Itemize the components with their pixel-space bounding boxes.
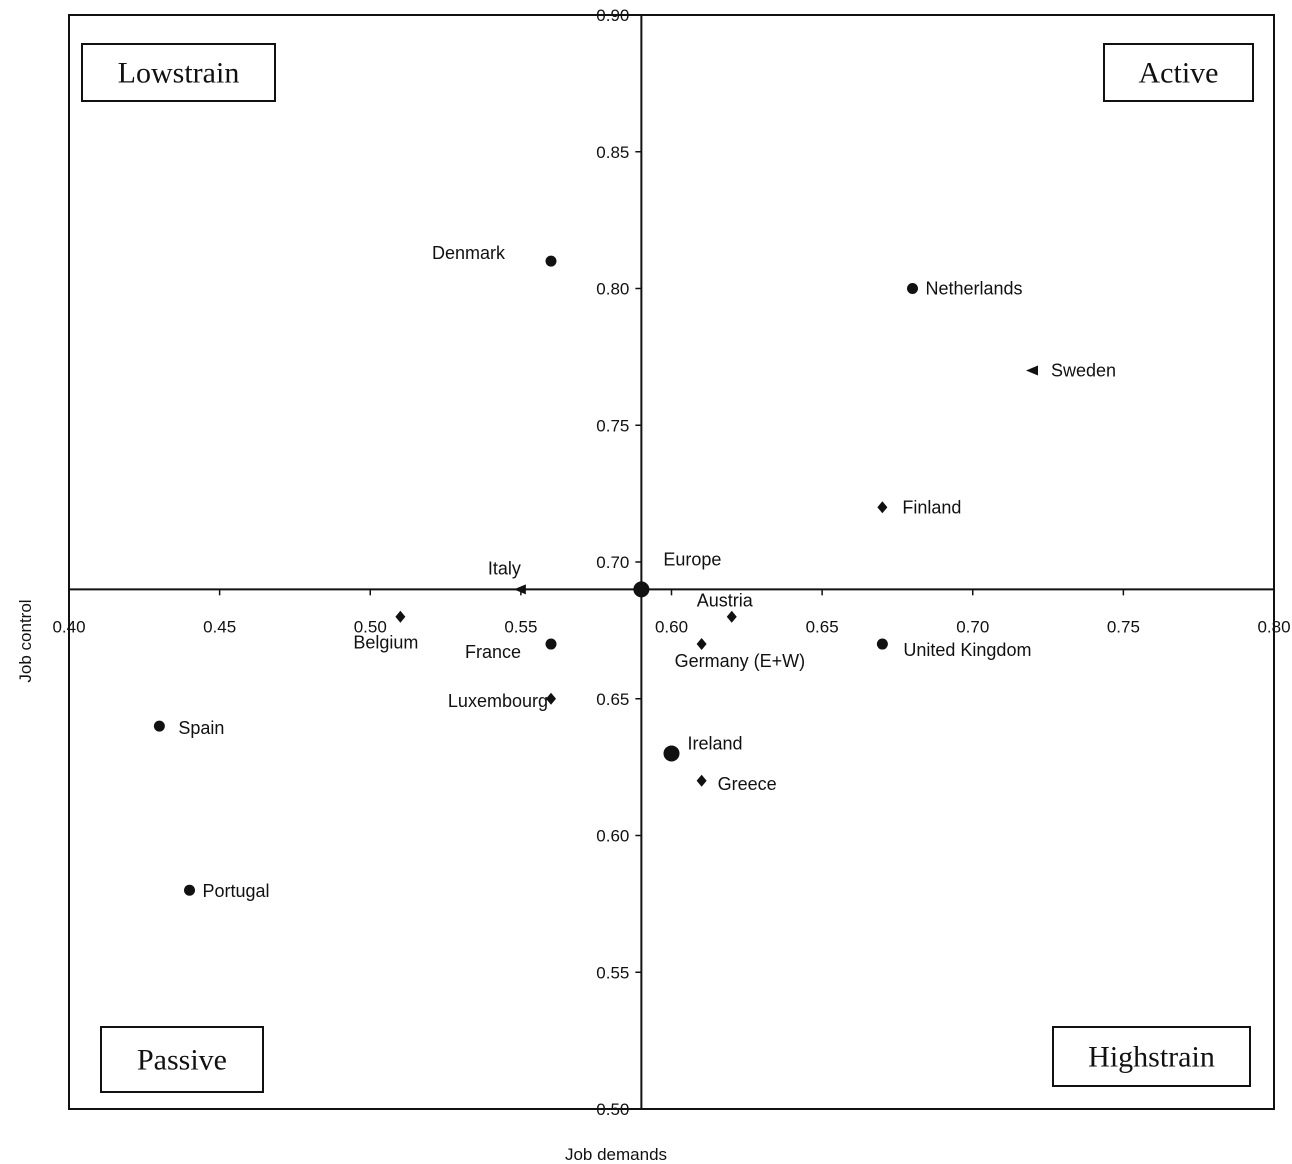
point-marker [696, 774, 707, 787]
quadrant-text: Passive [137, 1044, 227, 1077]
quadrant-label-bottom-left: Passive [100, 1026, 264, 1093]
x-tick-label: 0.55 [504, 617, 537, 636]
data-point-france: France [465, 638, 557, 662]
point-label: Luxembourg [448, 691, 548, 711]
point-marker [633, 581, 650, 598]
point-label: France [465, 642, 521, 662]
point-label: Finland [902, 497, 961, 517]
quadrant-label-bottom-right: Highstrain [1052, 1026, 1251, 1087]
y-tick-label: 0.80 [596, 280, 629, 299]
y-tick-label: 0.70 [596, 553, 629, 572]
plot-frame [68, 14, 1275, 1110]
quadrant-label-top-right: Active [1103, 43, 1254, 102]
quadrant-text: Highstrain [1088, 1041, 1215, 1074]
x-tick-group: 0.40 0.45 0.50 0.55 0.60 0.65 0.70 0.75 0.80 [52, 589, 1291, 636]
point-marker [696, 638, 707, 651]
point-label: Sweden [1051, 361, 1116, 381]
data-point-sweden: Sweden [1026, 361, 1116, 381]
point-marker [877, 501, 888, 514]
x-tick-label: 0.45 [203, 617, 236, 636]
x-tick-label: 0.50 [354, 617, 387, 636]
quadrant-box [81, 43, 276, 102]
x-tick-label: 0.60 [655, 617, 688, 636]
data-point-netherlands: Netherlands [907, 279, 1023, 299]
data-point-europe: Europe [633, 549, 721, 598]
point-label: Germany (E+W) [675, 651, 806, 671]
point-label: Spain [178, 718, 224, 738]
data-points: Denmark Netherlands Sweden Finland Italy Euro… [153, 243, 1116, 901]
quadrant-box [100, 1026, 264, 1093]
x-tick-label: 0.40 [52, 617, 85, 636]
data-point-finland: Finland [877, 497, 961, 517]
x-tick-label: 0.65 [806, 617, 839, 636]
quadrant-box [1052, 1026, 1251, 1087]
quadrant-box [1103, 43, 1254, 102]
point-label: Greece [718, 774, 777, 794]
data-point-luxembourg: Luxembourg [448, 691, 556, 711]
point-marker [545, 255, 557, 267]
point-label: Belgium [353, 633, 418, 653]
data-point-austria: Austria [697, 591, 754, 623]
point-marker [876, 638, 888, 650]
data-point-italy: Italy [488, 558, 526, 595]
x-tick-label: 0.80 [1257, 617, 1290, 636]
y-tick-label: 0.75 [596, 416, 629, 435]
point-label: Portugal [203, 881, 270, 901]
point-label: United Kingdom [903, 640, 1031, 660]
point-label: Austria [697, 591, 754, 611]
point-marker [395, 610, 406, 623]
point-label: Europe [663, 549, 721, 569]
quadrant-label-top-left: Lowstrain [81, 43, 276, 102]
point-marker [513, 584, 526, 595]
quadrant-text: Active [1139, 57, 1219, 90]
point-marker [907, 283, 918, 294]
y-tick-label: 0.65 [596, 690, 629, 709]
point-marker [1026, 365, 1038, 376]
x-axis-title: Job demands [565, 1145, 667, 1164]
point-label: Denmark [432, 243, 506, 263]
data-point-belgium: Belgium [353, 610, 418, 653]
point-marker [153, 720, 165, 732]
point-marker [545, 638, 557, 650]
data-point-denmark: Denmark [432, 243, 557, 267]
data-point-germany-e-w: Germany (E+W) [675, 638, 806, 671]
point-label: Ireland [688, 733, 743, 753]
data-point-greece: Greece [696, 774, 777, 794]
point-label: Italy [488, 558, 521, 578]
point-marker [546, 692, 556, 705]
x-tick-label: 0.70 [956, 617, 989, 636]
x-tick-label: 0.75 [1107, 617, 1140, 636]
data-point-portugal: Portugal [184, 881, 270, 901]
quadrant-text: Lowstrain [118, 57, 240, 90]
y-tick-group: 0.50 0.55 0.60 0.65 0.70 0.75 0.80 0.85 0.90 [596, 6, 642, 1119]
y-tick-label: 0.55 [596, 963, 629, 982]
data-point-ireland: Ireland [663, 733, 743, 762]
y-axis-title: Job control [16, 599, 35, 682]
data-point-united-kingdom: United Kingdom [876, 638, 1031, 660]
y-tick-label: 0.60 [596, 827, 629, 846]
y-tick-label: 0.90 [596, 6, 629, 25]
data-point-spain: Spain [153, 718, 224, 738]
point-marker [726, 610, 737, 623]
point-marker [184, 884, 195, 896]
y-tick-label: 0.85 [596, 143, 629, 162]
y-tick-label: 0.50 [596, 1100, 629, 1119]
quadrant-labels: Lowstrain Active Passive Highstrain [81, 43, 1254, 1093]
point-marker [663, 745, 680, 762]
point-label: Netherlands [926, 279, 1023, 299]
